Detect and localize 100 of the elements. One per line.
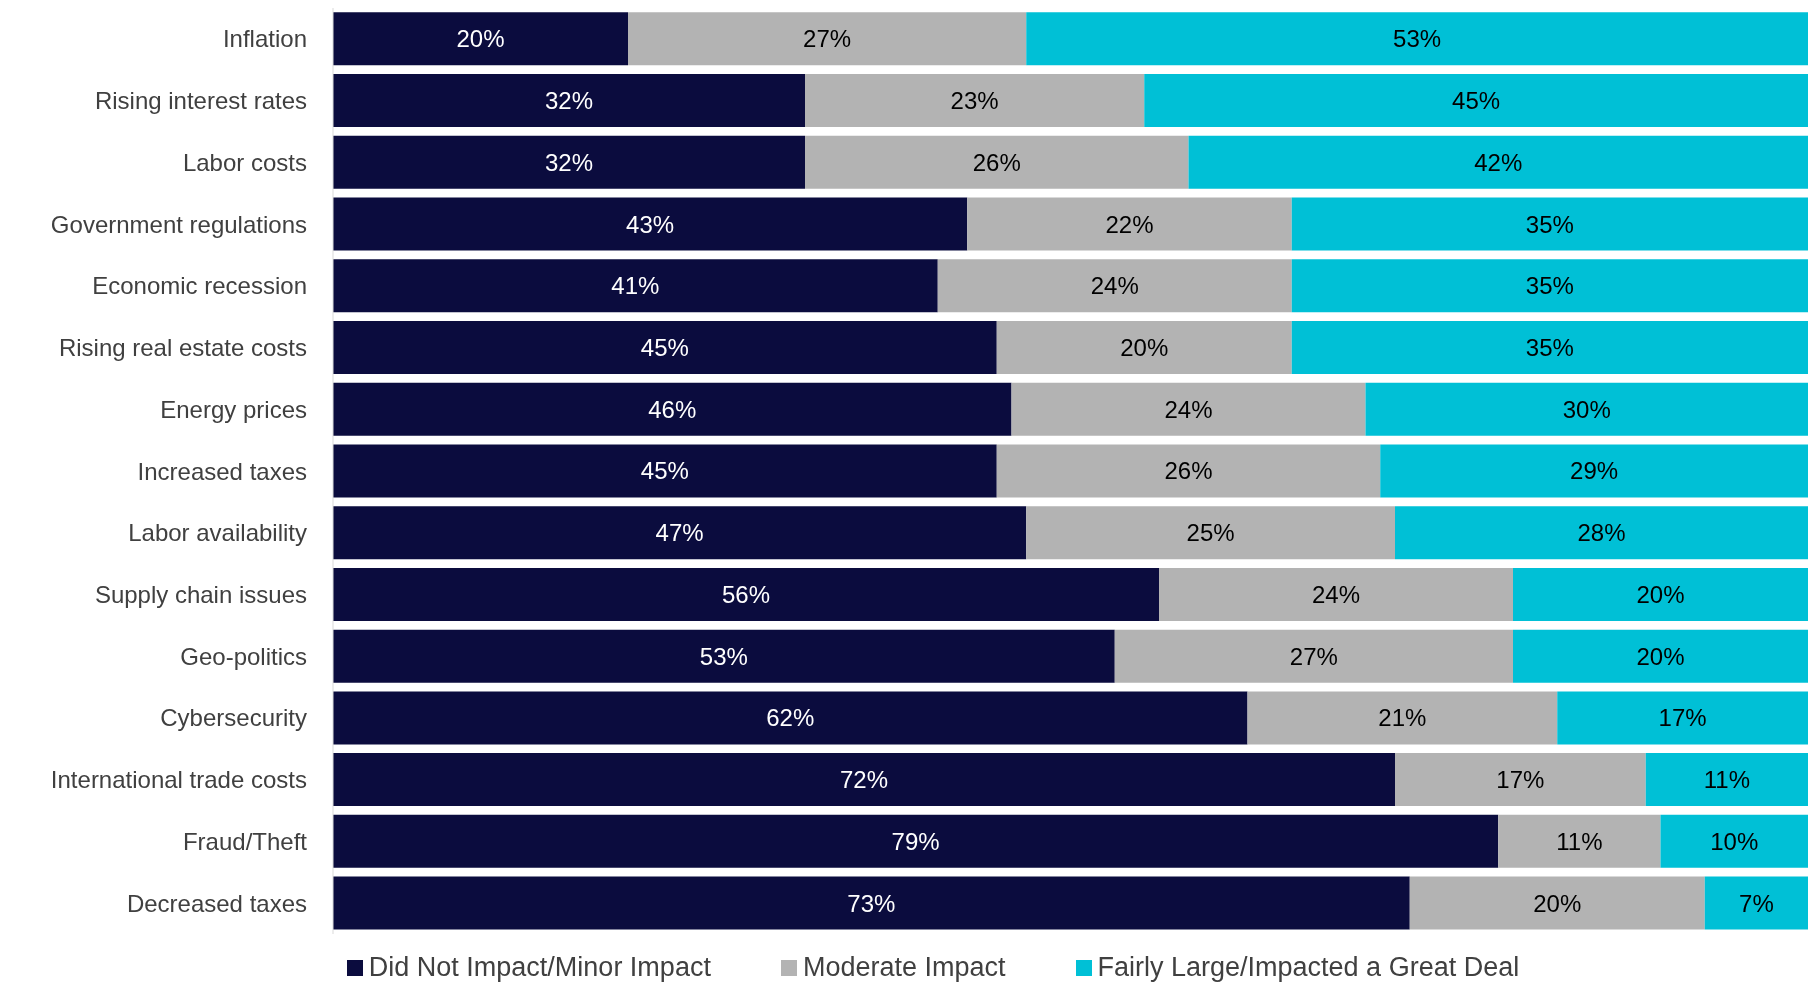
data-label: 21% <box>1378 704 1427 732</box>
bar <box>333 814 1499 868</box>
y-tick-label: Rising real estate costs <box>58 334 307 362</box>
data-label: 26% <box>972 148 1021 176</box>
y-tick-label: Labor costs <box>182 148 307 176</box>
data-label: 20% <box>1533 889 1582 917</box>
bar <box>1247 691 1558 745</box>
y-tick-label: Geo-politics <box>180 642 307 670</box>
data-label: 22% <box>1105 210 1154 238</box>
bar <box>1188 135 1808 189</box>
bar <box>967 197 1292 251</box>
data-label: 24% <box>1311 580 1361 608</box>
bar <box>1645 753 1808 807</box>
bar <box>333 12 628 66</box>
bar <box>1498 814 1661 868</box>
bar <box>1704 876 1808 930</box>
legend-label: Moderate Impact <box>802 952 1006 983</box>
data-label: 23% <box>950 87 999 115</box>
data-label: 20% <box>456 25 505 53</box>
bar <box>1395 753 1646 807</box>
data-label: 26% <box>1164 457 1213 485</box>
bar <box>1660 814 1808 868</box>
data-label: 32% <box>544 87 594 115</box>
y-tick-label: Increased taxes <box>137 457 307 485</box>
bar <box>333 567 1159 621</box>
y-tick-label: Cybersecurity <box>160 704 307 732</box>
data-label: 11% <box>1556 827 1603 855</box>
bar <box>1513 567 1808 621</box>
bar <box>1557 691 1808 745</box>
data-label: 42% <box>1474 148 1523 176</box>
data-label: 32% <box>544 148 594 176</box>
y-tick-label: Supply chain issues <box>94 580 307 608</box>
data-label: 41% <box>611 272 660 300</box>
bar <box>1380 444 1808 498</box>
bar <box>1144 74 1808 128</box>
data-label: 73% <box>847 889 896 917</box>
bar <box>1026 12 1808 66</box>
bar <box>996 320 1292 374</box>
bar <box>805 135 1189 189</box>
y-tick-label: Inflation <box>222 25 307 53</box>
bar <box>1365 382 1808 436</box>
bar <box>1513 629 1808 683</box>
bar <box>333 320 997 374</box>
data-label: 7% <box>1739 889 1774 917</box>
bar <box>333 876 1410 930</box>
data-label: 53% <box>1393 25 1442 53</box>
data-label: 17% <box>1658 704 1707 732</box>
data-label: 45% <box>1452 87 1501 115</box>
bar <box>333 382 1012 436</box>
bar <box>1026 506 1395 560</box>
bar <box>333 135 805 189</box>
data-label: 72% <box>839 766 889 794</box>
data-label: 20% <box>1120 334 1169 362</box>
bar <box>333 629 1115 683</box>
bar <box>333 506 1027 560</box>
data-label: 35% <box>1525 272 1574 300</box>
data-label: 56% <box>721 580 771 608</box>
bar <box>1291 259 1808 313</box>
y-tick-label: Fraud/Theft <box>182 827 308 855</box>
y-tick-label: Government regulations <box>50 210 307 238</box>
data-label: 20% <box>1636 642 1685 670</box>
data-label: 27% <box>1289 642 1338 670</box>
bar <box>628 12 1027 66</box>
data-label: 62% <box>766 704 815 732</box>
data-label: 46% <box>648 395 697 423</box>
data-label: 79% <box>891 827 940 855</box>
data-label: 24% <box>1164 395 1213 423</box>
legend-label: Fairly Large/Impacted a Great Deal <box>1097 952 1520 983</box>
legend-label: Did Not Impact/Minor Impact <box>368 952 711 983</box>
bar <box>1291 320 1808 374</box>
data-label: 45% <box>640 334 689 362</box>
bar <box>333 753 1395 807</box>
data-label: 30% <box>1562 395 1611 423</box>
data-label: 47% <box>655 519 704 547</box>
data-label: 35% <box>1525 334 1574 362</box>
data-label: 43% <box>626 210 675 238</box>
bar <box>1159 567 1513 621</box>
bar <box>937 259 1292 313</box>
bar <box>996 444 1381 498</box>
data-label: 45% <box>640 457 689 485</box>
data-label: 25% <box>1186 519 1235 547</box>
y-tick-label: Rising interest rates <box>94 87 307 115</box>
data-label: 28% <box>1577 519 1626 547</box>
data-label: 11% <box>1703 766 1751 794</box>
bar <box>1291 197 1808 251</box>
y-tick-label: International trade costs <box>50 766 307 794</box>
bar <box>1409 876 1705 930</box>
data-label: 24% <box>1090 272 1139 300</box>
data-label: 20% <box>1636 580 1685 608</box>
bar <box>333 691 1248 745</box>
bar <box>333 444 997 498</box>
data-label: 17% <box>1496 766 1545 794</box>
data-label: 27% <box>803 25 852 53</box>
data-label: 10% <box>1710 827 1759 855</box>
data-label: 53% <box>699 642 748 670</box>
bar <box>1114 629 1513 683</box>
bar <box>333 197 968 251</box>
data-label: 29% <box>1570 457 1619 485</box>
bar <box>1395 506 1808 560</box>
y-tick-label: Labor availability <box>128 519 307 547</box>
